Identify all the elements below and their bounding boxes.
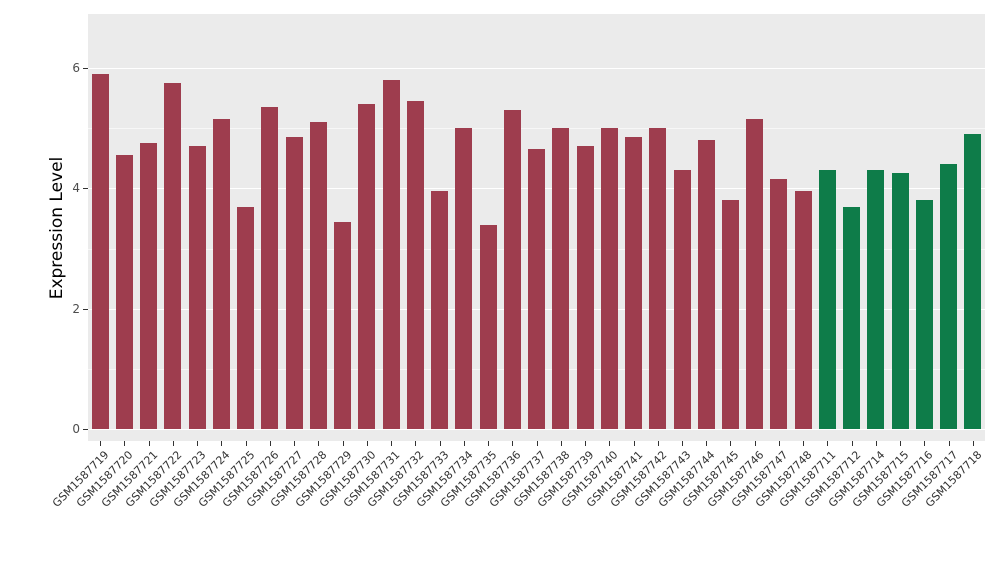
x-tick xyxy=(924,441,926,446)
bar-GSM1587717 xyxy=(940,164,958,429)
x-tick xyxy=(172,441,174,446)
x-tick xyxy=(415,441,417,446)
bar-GSM1587726 xyxy=(261,107,279,429)
x-tick xyxy=(730,441,732,446)
x-tick xyxy=(609,441,611,446)
bar-GSM1587714 xyxy=(867,170,885,429)
bar-GSM1587723 xyxy=(188,146,206,429)
bar-GSM1587732 xyxy=(406,101,424,429)
x-tick xyxy=(221,441,223,446)
gridline-major xyxy=(88,68,985,70)
bar-GSM1587729 xyxy=(334,221,352,429)
x-tick xyxy=(245,441,247,446)
bar-GSM1587742 xyxy=(649,128,667,429)
x-tick xyxy=(633,441,635,446)
y-axis-title: Expression Level xyxy=(47,156,67,300)
y-tick-label: 4 xyxy=(72,181,80,196)
x-tick xyxy=(585,441,586,446)
bar-GSM1587722 xyxy=(164,83,182,429)
x-tick xyxy=(972,441,974,446)
x-tick xyxy=(318,441,320,446)
y-tick xyxy=(83,188,88,190)
bar-GSM1587743 xyxy=(673,170,691,429)
x-tick xyxy=(560,441,562,446)
y-tick xyxy=(83,429,88,430)
y-tick-label: 2 xyxy=(72,301,80,316)
bar-GSM1587711 xyxy=(818,170,836,429)
x-tick xyxy=(148,441,150,446)
x-tick xyxy=(463,441,465,446)
bar-GSM1587740 xyxy=(600,128,618,429)
y-tick-label: 6 xyxy=(72,61,80,76)
bar-GSM1587718 xyxy=(964,134,982,429)
x-tick xyxy=(391,441,392,446)
bar-GSM1587725 xyxy=(237,206,255,429)
bar-GSM1587715 xyxy=(891,173,909,429)
bar-GSM1587745 xyxy=(721,200,739,429)
x-tick xyxy=(657,441,659,446)
x-tick xyxy=(706,441,708,446)
y-tick-label: 0 xyxy=(72,422,80,436)
x-tick xyxy=(439,441,441,446)
bar-GSM1587724 xyxy=(212,119,230,429)
y-tick xyxy=(83,68,88,70)
bar-GSM1587747 xyxy=(770,179,788,429)
bar-GSM1587712 xyxy=(843,206,861,429)
x-tick xyxy=(100,441,102,446)
bar-GSM1587735 xyxy=(479,224,497,429)
x-tick xyxy=(900,441,902,446)
bar-GSM1587733 xyxy=(431,191,448,429)
x-tick xyxy=(269,441,271,446)
x-tick xyxy=(512,441,514,446)
x-tick xyxy=(294,441,296,446)
bar-GSM1587727 xyxy=(285,137,303,429)
bar-GSM1587716 xyxy=(915,200,933,429)
bar-GSM1587739 xyxy=(576,146,594,429)
x-tick xyxy=(366,441,368,446)
bar-GSM1587748 xyxy=(794,191,812,429)
bar-GSM1587746 xyxy=(746,119,764,429)
x-tick xyxy=(536,441,538,446)
gridline-minor xyxy=(88,128,985,130)
x-tick xyxy=(875,441,877,446)
bar-GSM1587734 xyxy=(455,128,473,429)
bar-GSM1587738 xyxy=(552,128,570,429)
bar-GSM1587737 xyxy=(528,149,545,429)
bar-GSM1587719 xyxy=(91,74,109,429)
x-tick xyxy=(851,441,853,446)
x-tick xyxy=(342,441,344,446)
bar-GSM1587736 xyxy=(503,110,521,429)
bar-GSM1587741 xyxy=(625,137,642,429)
gridline-major xyxy=(88,429,985,430)
bar-GSM1587720 xyxy=(115,155,133,429)
x-tick xyxy=(197,441,199,446)
bar-GSM1587744 xyxy=(697,140,715,429)
x-tick xyxy=(754,441,756,446)
x-tick xyxy=(488,441,489,446)
x-tick xyxy=(682,441,683,446)
x-tick xyxy=(948,441,950,446)
y-tick xyxy=(83,308,88,310)
x-tick xyxy=(124,441,126,446)
bar-GSM1587730 xyxy=(358,104,376,429)
x-tick xyxy=(827,441,829,446)
bar-GSM1587728 xyxy=(309,122,327,429)
plot-panel xyxy=(88,14,985,441)
bar-GSM1587721 xyxy=(140,143,158,429)
x-tick xyxy=(778,441,780,446)
x-tick xyxy=(803,441,805,446)
bar-GSM1587731 xyxy=(382,80,400,429)
